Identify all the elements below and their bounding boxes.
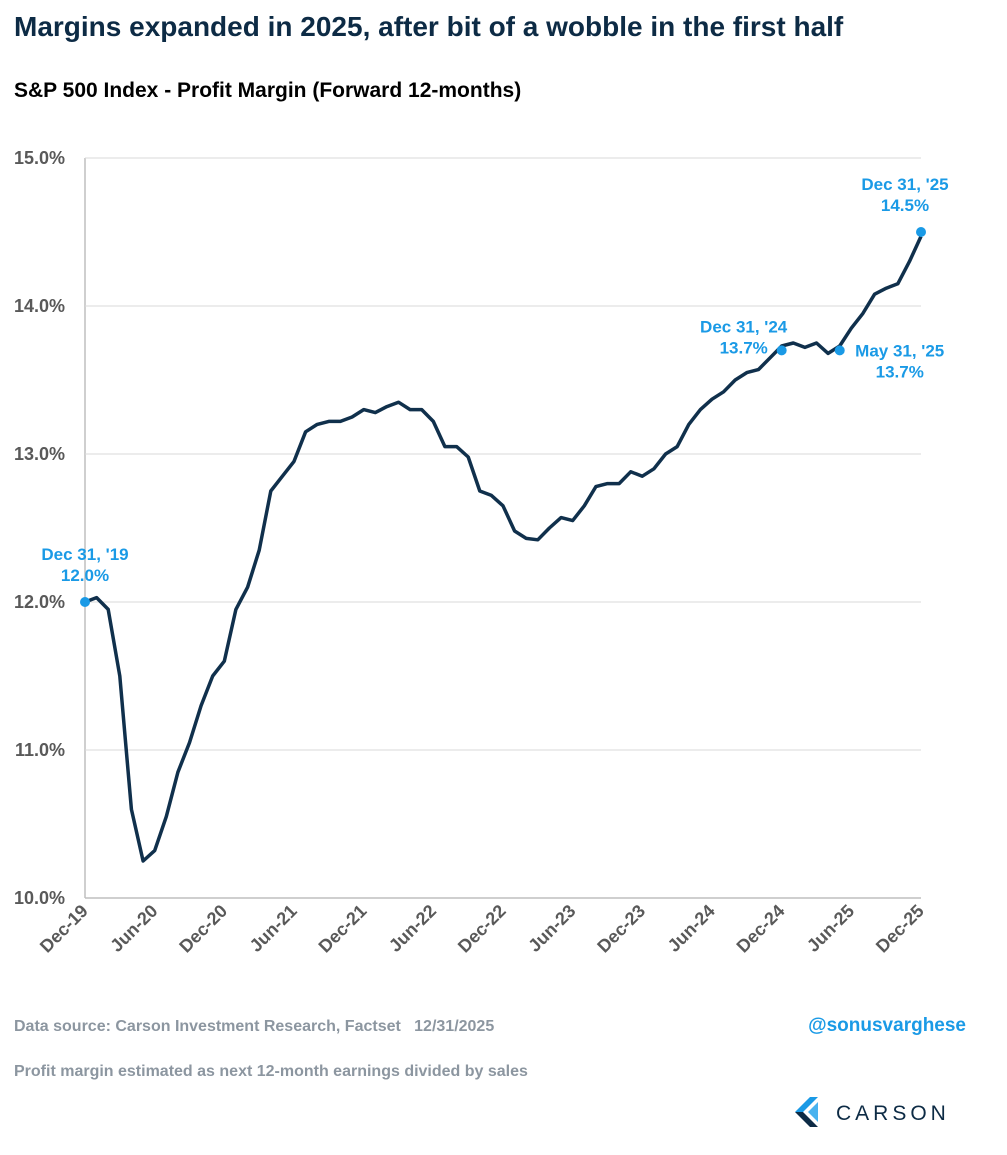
annotation-label: Dec 31, '19 <box>41 545 128 564</box>
x-tick-label: Jun-25 <box>803 901 858 956</box>
annotation-point <box>776 345 787 356</box>
logo: CARSON <box>795 1097 950 1127</box>
annotation-point <box>834 345 845 356</box>
y-tick-label: 10.0% <box>14 888 65 908</box>
logo-mark <box>795 1112 818 1127</box>
x-tick-label: Jun-20 <box>106 901 161 956</box>
x-tick-label: Dec-19 <box>36 901 92 957</box>
annotation-value: 14.5% <box>881 196 929 215</box>
annotation-value: 12.0% <box>61 566 109 585</box>
annotation-label: May 31, '25 <box>855 341 944 360</box>
x-tick-label: Jun-21 <box>246 901 301 956</box>
x-tick-label: Dec-25 <box>872 901 928 957</box>
y-tick-label: 12.0% <box>14 592 65 612</box>
annotation-label: Dec 31, '24 <box>700 317 788 336</box>
chart-title: Margins expanded in 2025, after bit of a… <box>14 11 844 42</box>
x-tick-label: Jun-22 <box>385 901 440 956</box>
x-tick-label: Dec-23 <box>593 901 649 957</box>
x-tick-label: Dec-22 <box>454 901 510 957</box>
x-tick-label: Dec-24 <box>733 901 789 957</box>
logo-mark <box>795 1097 818 1112</box>
chart-subtitle: S&P 500 Index - Profit Margin (Forward 1… <box>14 79 521 102</box>
x-tick-label: Dec-20 <box>175 901 231 957</box>
y-tick-label: 14.0% <box>14 296 65 316</box>
y-tick-label: 15.0% <box>14 148 65 168</box>
x-tick-label: Jun-23 <box>524 901 579 956</box>
annotation-point <box>80 597 90 607</box>
y-tick-label: 13.0% <box>14 444 65 464</box>
x-tick-label: Dec-21 <box>315 901 371 957</box>
source: Data source: Carson Investment Research,… <box>14 1018 494 1035</box>
annotation-point <box>916 227 926 237</box>
data-line <box>84 235 923 863</box>
handle: @sonusvarghese <box>808 1015 966 1036</box>
x-tick-label: Jun-24 <box>664 901 719 956</box>
logo-mark <box>808 1102 818 1122</box>
annotation-value: 13.7% <box>876 362 924 381</box>
annotation-label: Dec 31, '25 <box>861 175 948 194</box>
brand: CARSON <box>836 1102 950 1125</box>
note: Profit margin estimated as next 12-month… <box>14 1063 528 1080</box>
y-tick-label: 11.0% <box>15 740 65 760</box>
annotation-value: 13.7% <box>720 338 768 357</box>
